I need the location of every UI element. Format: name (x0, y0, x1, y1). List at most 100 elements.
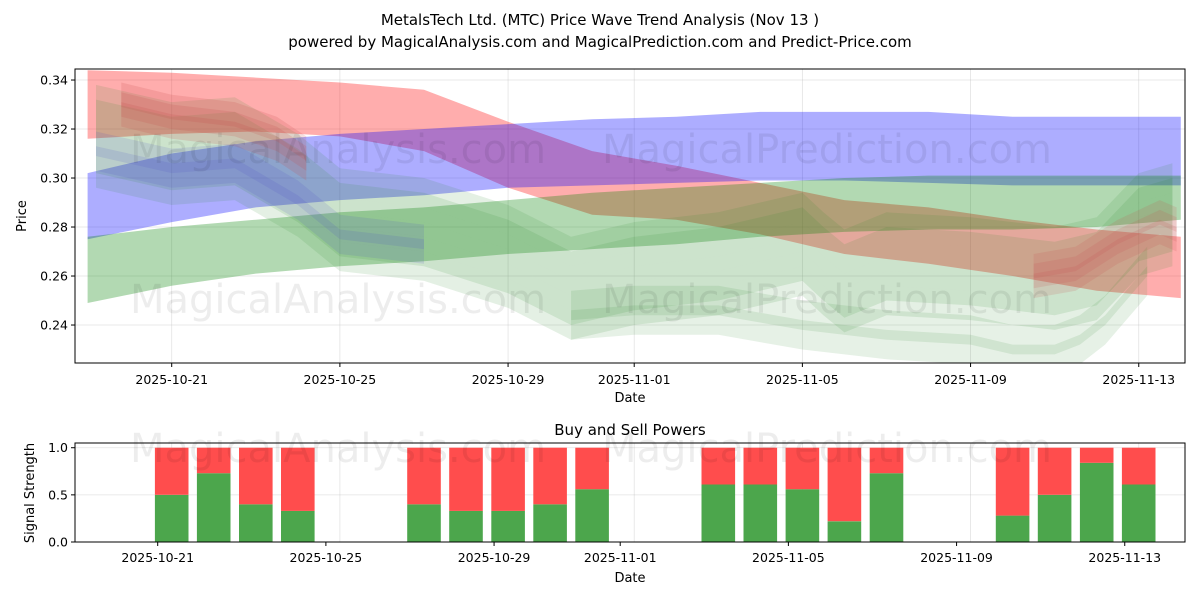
price-x-tick-label: 2025-11-05 (766, 372, 839, 387)
price-x-tick-label: 2025-11-13 (1102, 372, 1175, 387)
buy-bar (239, 504, 273, 542)
signal-chart-title: Buy and Sell Powers (554, 421, 706, 439)
green-wave-band (96, 129, 1173, 311)
signal-bars (154, 447, 1156, 542)
sell-bar (491, 447, 525, 511)
price-y-tick-label: 0.24 (40, 318, 68, 333)
price-x-tick-label: 2025-11-09 (934, 372, 1007, 387)
blue-wave-band (96, 146, 424, 264)
buy-bar (154, 494, 189, 542)
price-y-tick-label: 0.30 (40, 171, 68, 186)
price-y-tick-label: 0.28 (40, 220, 68, 235)
signal-x-ticks: 2025-10-21 2025-10-25 2025-10-29 2025-11-01… (121, 542, 1161, 565)
price-y-ticks: 0.24 0.26 0.28 0.30 0.32 0.34 (40, 73, 75, 333)
price-x-tick-label: 2025-11-01 (598, 372, 671, 387)
buy-bar (575, 489, 609, 542)
chart-title: MetalsTech Ltd. (MTC) Price Wave Trend A… (381, 11, 819, 29)
red-wave-band (121, 82, 307, 161)
signal-x-tick-label: 2025-10-21 (121, 550, 194, 565)
red-wave-band (121, 102, 307, 181)
buy-bar (491, 510, 525, 542)
green-wave-lower (571, 266, 1148, 363)
signal-x-tick-label: 2025-11-05 (752, 550, 825, 565)
watermark-4: MagicalPrediction.com (602, 277, 1052, 323)
sell-bar (449, 447, 483, 511)
sell-bar (239, 447, 273, 505)
buy-bar (533, 504, 567, 542)
sell-bar (196, 447, 231, 474)
green-wave-band (96, 143, 1173, 325)
buy-bar (869, 473, 904, 542)
buy-bar (743, 484, 778, 542)
signal-x-axis-label: Date (614, 571, 645, 586)
watermark-1: MagicalAnalysis.com (130, 127, 546, 173)
sell-bar (869, 447, 904, 474)
green-wave-band (96, 99, 1173, 281)
watermark-3: MagicalAnalysis.com (130, 277, 546, 323)
red-wave-band-end (1033, 200, 1177, 279)
buy-bar (995, 515, 1030, 542)
sell-bar (995, 447, 1030, 516)
signal-y-tick-label: 0.5 (48, 487, 68, 502)
price-waves (96, 82, 1177, 363)
price-y-tick-label: 0.26 (40, 269, 68, 284)
green-band (87, 175, 1181, 303)
price-x-axis-label: Date (614, 391, 645, 406)
sell-bar (1037, 447, 1072, 495)
red-wave-band-end (1033, 219, 1177, 299)
signal-y-axis-label: Signal Strength (23, 443, 38, 543)
watermark-6: MagicalPrediction.com (602, 426, 1052, 472)
sell-bar (785, 447, 820, 490)
buy-bar (701, 484, 736, 542)
blue-wave-band (96, 131, 424, 250)
signal-x-tick-label: 2025-10-29 (458, 550, 531, 565)
price-plot-frame (74, 68, 1186, 364)
watermark-2: MagicalPrediction.com (602, 127, 1052, 173)
buy-bar (1037, 494, 1072, 542)
price-x-tick-label: 2025-10-25 (304, 372, 377, 387)
buy-bar (196, 473, 231, 542)
sell-bar (281, 447, 315, 511)
sell-bar (154, 447, 189, 495)
sell-bar (1079, 447, 1114, 463)
signal-panel: Buy and Sell Powers MagicalAnalysis.com … (23, 421, 1186, 586)
sell-bar (827, 447, 862, 522)
price-y-tick-label: 0.34 (40, 73, 68, 88)
buy-bar (449, 510, 483, 542)
price-bands (87, 70, 1181, 303)
sell-bar (1121, 447, 1156, 485)
buy-bar (785, 489, 820, 542)
price-panel: MagicalAnalysis.com MagicalPrediction.co… (15, 68, 1186, 406)
signal-x-tick-label: 2025-10-25 (290, 550, 363, 565)
signal-y-tick-label: 0.0 (48, 535, 68, 550)
price-x-ticks: 2025-10-21 2025-10-25 2025-10-29 2025-11-01… (135, 363, 1175, 387)
green-wave-band (96, 84, 1173, 267)
red-wave-band-end (1033, 209, 1177, 289)
signal-y-tick-label: 1.0 (48, 440, 68, 455)
buy-bar (1079, 462, 1114, 542)
signal-x-tick-label: 2025-11-09 (920, 550, 993, 565)
sell-bar (533, 447, 567, 505)
buy-bar (407, 504, 441, 542)
blue-band (87, 111, 1181, 240)
red-band (87, 70, 1181, 299)
signal-x-tick-label: 2025-11-13 (1088, 550, 1161, 565)
watermark-5: MagicalAnalysis.com (130, 426, 546, 472)
price-y-axis-label: Price (15, 200, 30, 232)
sell-bar (743, 447, 778, 485)
signal-x-tick-label: 2025-11-01 (584, 550, 657, 565)
price-x-tick-label: 2025-10-21 (135, 372, 208, 387)
sell-bar (575, 447, 609, 490)
price-x-tick-label: 2025-10-29 (472, 372, 545, 387)
red-wave-band (121, 92, 307, 171)
green-wave-lower (571, 246, 1148, 355)
buy-bar (827, 521, 862, 542)
chart-subtitle: powered by MagicalAnalysis.com and Magic… (288, 33, 912, 51)
green-wave-band (96, 114, 1173, 296)
price-grid (75, 69, 1185, 363)
signal-y-ticks: 0.0 0.5 1.0 (48, 440, 75, 550)
buy-bar (1121, 484, 1156, 542)
sell-bar (407, 447, 441, 505)
green-wave-band (96, 158, 1173, 340)
